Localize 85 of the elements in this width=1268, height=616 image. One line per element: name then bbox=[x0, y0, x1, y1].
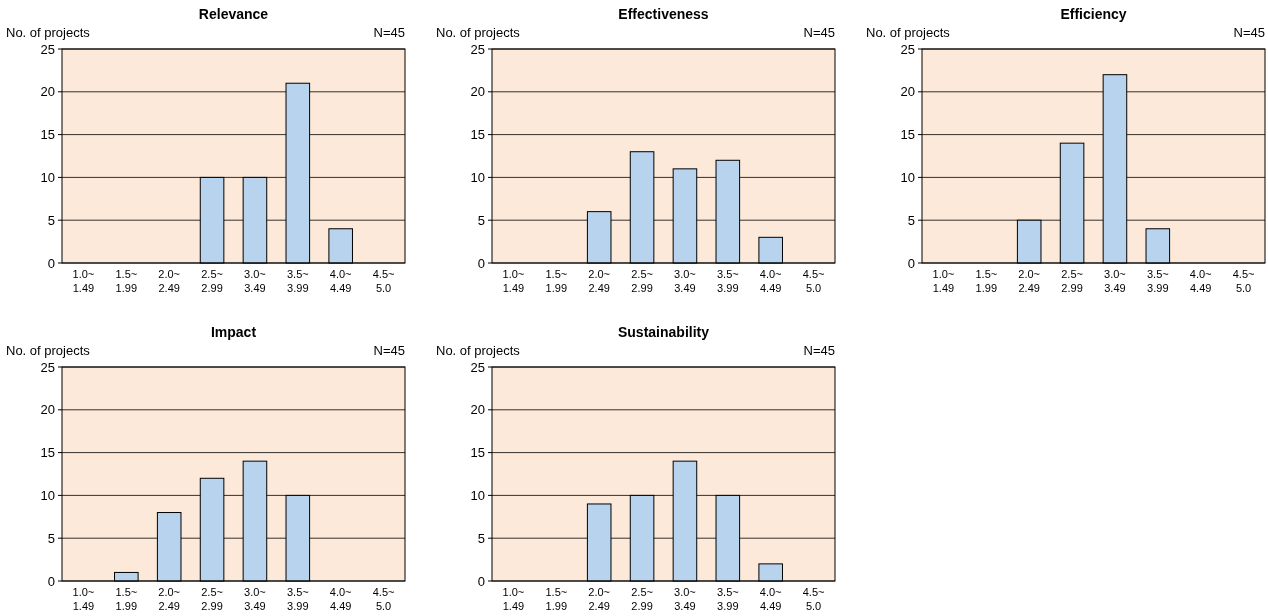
y-tick-label: 15 bbox=[900, 127, 915, 143]
x-tick-label: 1.0~ 1.49 bbox=[502, 268, 525, 294]
chart-title: Impact bbox=[210, 324, 257, 340]
y-tick-label: 5 bbox=[907, 212, 915, 228]
x-tick-label: 2.0~ 2.49 bbox=[1018, 268, 1041, 294]
y-tick-label: 0 bbox=[477, 573, 485, 589]
x-tick-label: 3.0~ 3.49 bbox=[244, 268, 266, 294]
x-tick-label: 1.0~ 1.49 bbox=[932, 268, 955, 294]
x-tick-label: 2.0~ 2.49 bbox=[158, 268, 181, 294]
x-tick-label: 2.0~ 2.49 bbox=[588, 586, 611, 612]
x-tick-label: 2.5~ 2.99 bbox=[631, 268, 653, 294]
chart-title: Effectiveness bbox=[618, 6, 709, 22]
x-tick-label: 4.5~ 5.0 bbox=[802, 268, 825, 294]
x-tick-label: 2.0~ 2.49 bbox=[588, 268, 611, 294]
x-tick-label: 1.0~ 1.49 bbox=[72, 586, 95, 612]
y-axis-title: No. of projects bbox=[866, 25, 951, 40]
x-tick-label: 1.5~ 1.99 bbox=[545, 268, 568, 294]
x-tick-label: 3.5~ 3.99 bbox=[1146, 268, 1169, 294]
y-tick-label: 5 bbox=[47, 212, 55, 228]
x-tick-label: 4.5~ 5.0 bbox=[372, 268, 395, 294]
x-tick-label: 4.5~ 5.0 bbox=[802, 586, 825, 612]
chart-title: Efficiency bbox=[1060, 6, 1127, 22]
x-tick-label: 4.0~ 4.49 bbox=[1189, 268, 1212, 294]
x-tick-label: 2.5~ 2.99 bbox=[201, 268, 223, 294]
y-tick-label: 20 bbox=[40, 402, 55, 418]
y-tick-label: 15 bbox=[40, 445, 55, 461]
x-tick-label: 2.5~ 2.99 bbox=[1061, 268, 1083, 294]
chart-title: Relevance bbox=[198, 6, 269, 22]
text: N=45 bbox=[803, 25, 835, 40]
text: N=45 bbox=[803, 343, 835, 358]
x-tick-label: 4.0~ 4.49 bbox=[329, 586, 352, 612]
x-tick-label: 1.0~ 1.49 bbox=[502, 586, 525, 612]
chart-title: Sustainability bbox=[617, 324, 710, 340]
text: N=45 bbox=[1233, 25, 1265, 40]
y-tick-label: 20 bbox=[900, 84, 915, 100]
x-tick-label: 3.5~ 3.99 bbox=[286, 268, 309, 294]
y-tick-label: 10 bbox=[470, 487, 485, 503]
y-axis-title: No. of projects bbox=[6, 25, 91, 40]
text: N=45 bbox=[373, 343, 405, 358]
y-tick-label: 15 bbox=[470, 445, 485, 461]
y-axis-title: No. of projects bbox=[6, 343, 91, 358]
y-tick-label: 10 bbox=[470, 169, 485, 185]
y-tick-label: 10 bbox=[40, 487, 55, 503]
y-axis-title: No. of projects bbox=[436, 25, 521, 40]
x-tick-label: 3.0~ 3.49 bbox=[674, 268, 696, 294]
y-tick-label: 25 bbox=[470, 359, 485, 375]
x-tick-label: 1.5~ 1.99 bbox=[975, 268, 998, 294]
x-tick-label: 1.5~ 1.99 bbox=[115, 268, 138, 294]
y-tick-label: 5 bbox=[47, 530, 55, 546]
x-tick-label: 3.0~ 3.49 bbox=[244, 586, 266, 612]
x-tick-label: 3.0~ 3.49 bbox=[674, 586, 696, 612]
y-tick-label: 15 bbox=[470, 127, 485, 143]
y-tick-label: 0 bbox=[907, 255, 915, 271]
y-tick-label: 10 bbox=[900, 169, 915, 185]
x-tick-label: 4.0~ 4.49 bbox=[329, 268, 352, 294]
x-tick-label: 2.5~ 2.99 bbox=[201, 586, 223, 612]
y-tick-label: 20 bbox=[470, 84, 485, 100]
y-tick-label: 25 bbox=[470, 41, 485, 57]
y-tick-label: 0 bbox=[47, 573, 55, 589]
x-tick-label: 4.5~ 5.0 bbox=[372, 586, 395, 612]
text: N=45 bbox=[373, 25, 405, 40]
y-tick-label: 20 bbox=[470, 402, 485, 418]
y-tick-label: 5 bbox=[477, 530, 485, 546]
y-tick-label: 25 bbox=[40, 359, 55, 375]
y-tick-label: 5 bbox=[477, 212, 485, 228]
x-tick-label: 2.0~ 2.49 bbox=[158, 586, 181, 612]
y-tick-label: 15 bbox=[40, 127, 55, 143]
x-tick-label: 1.5~ 1.99 bbox=[115, 586, 138, 612]
x-tick-label: 1.5~ 1.99 bbox=[545, 586, 568, 612]
x-tick-label: 3.5~ 3.99 bbox=[716, 586, 739, 612]
x-tick-label: 1.0~ 1.49 bbox=[72, 268, 95, 294]
y-tick-label: 10 bbox=[40, 169, 55, 185]
y-tick-label: 25 bbox=[900, 41, 915, 57]
x-tick-label: 4.5~ 5.0 bbox=[1232, 268, 1255, 294]
y-tick-label: 25 bbox=[40, 41, 55, 57]
x-tick-label: 3.5~ 3.99 bbox=[716, 268, 739, 294]
y-tick-label: 20 bbox=[40, 84, 55, 100]
y-tick-label: 0 bbox=[477, 255, 485, 271]
x-tick-label: 4.0~ 4.49 bbox=[759, 268, 782, 294]
x-tick-label: 4.0~ 4.49 bbox=[759, 586, 782, 612]
x-tick-label: 2.5~ 2.99 bbox=[631, 586, 653, 612]
y-tick-label: 0 bbox=[47, 255, 55, 271]
x-tick-label: 3.0~ 3.49 bbox=[1104, 268, 1126, 294]
x-tick-label: 3.5~ 3.99 bbox=[286, 586, 309, 612]
y-axis-title: No. of projects bbox=[436, 343, 521, 358]
